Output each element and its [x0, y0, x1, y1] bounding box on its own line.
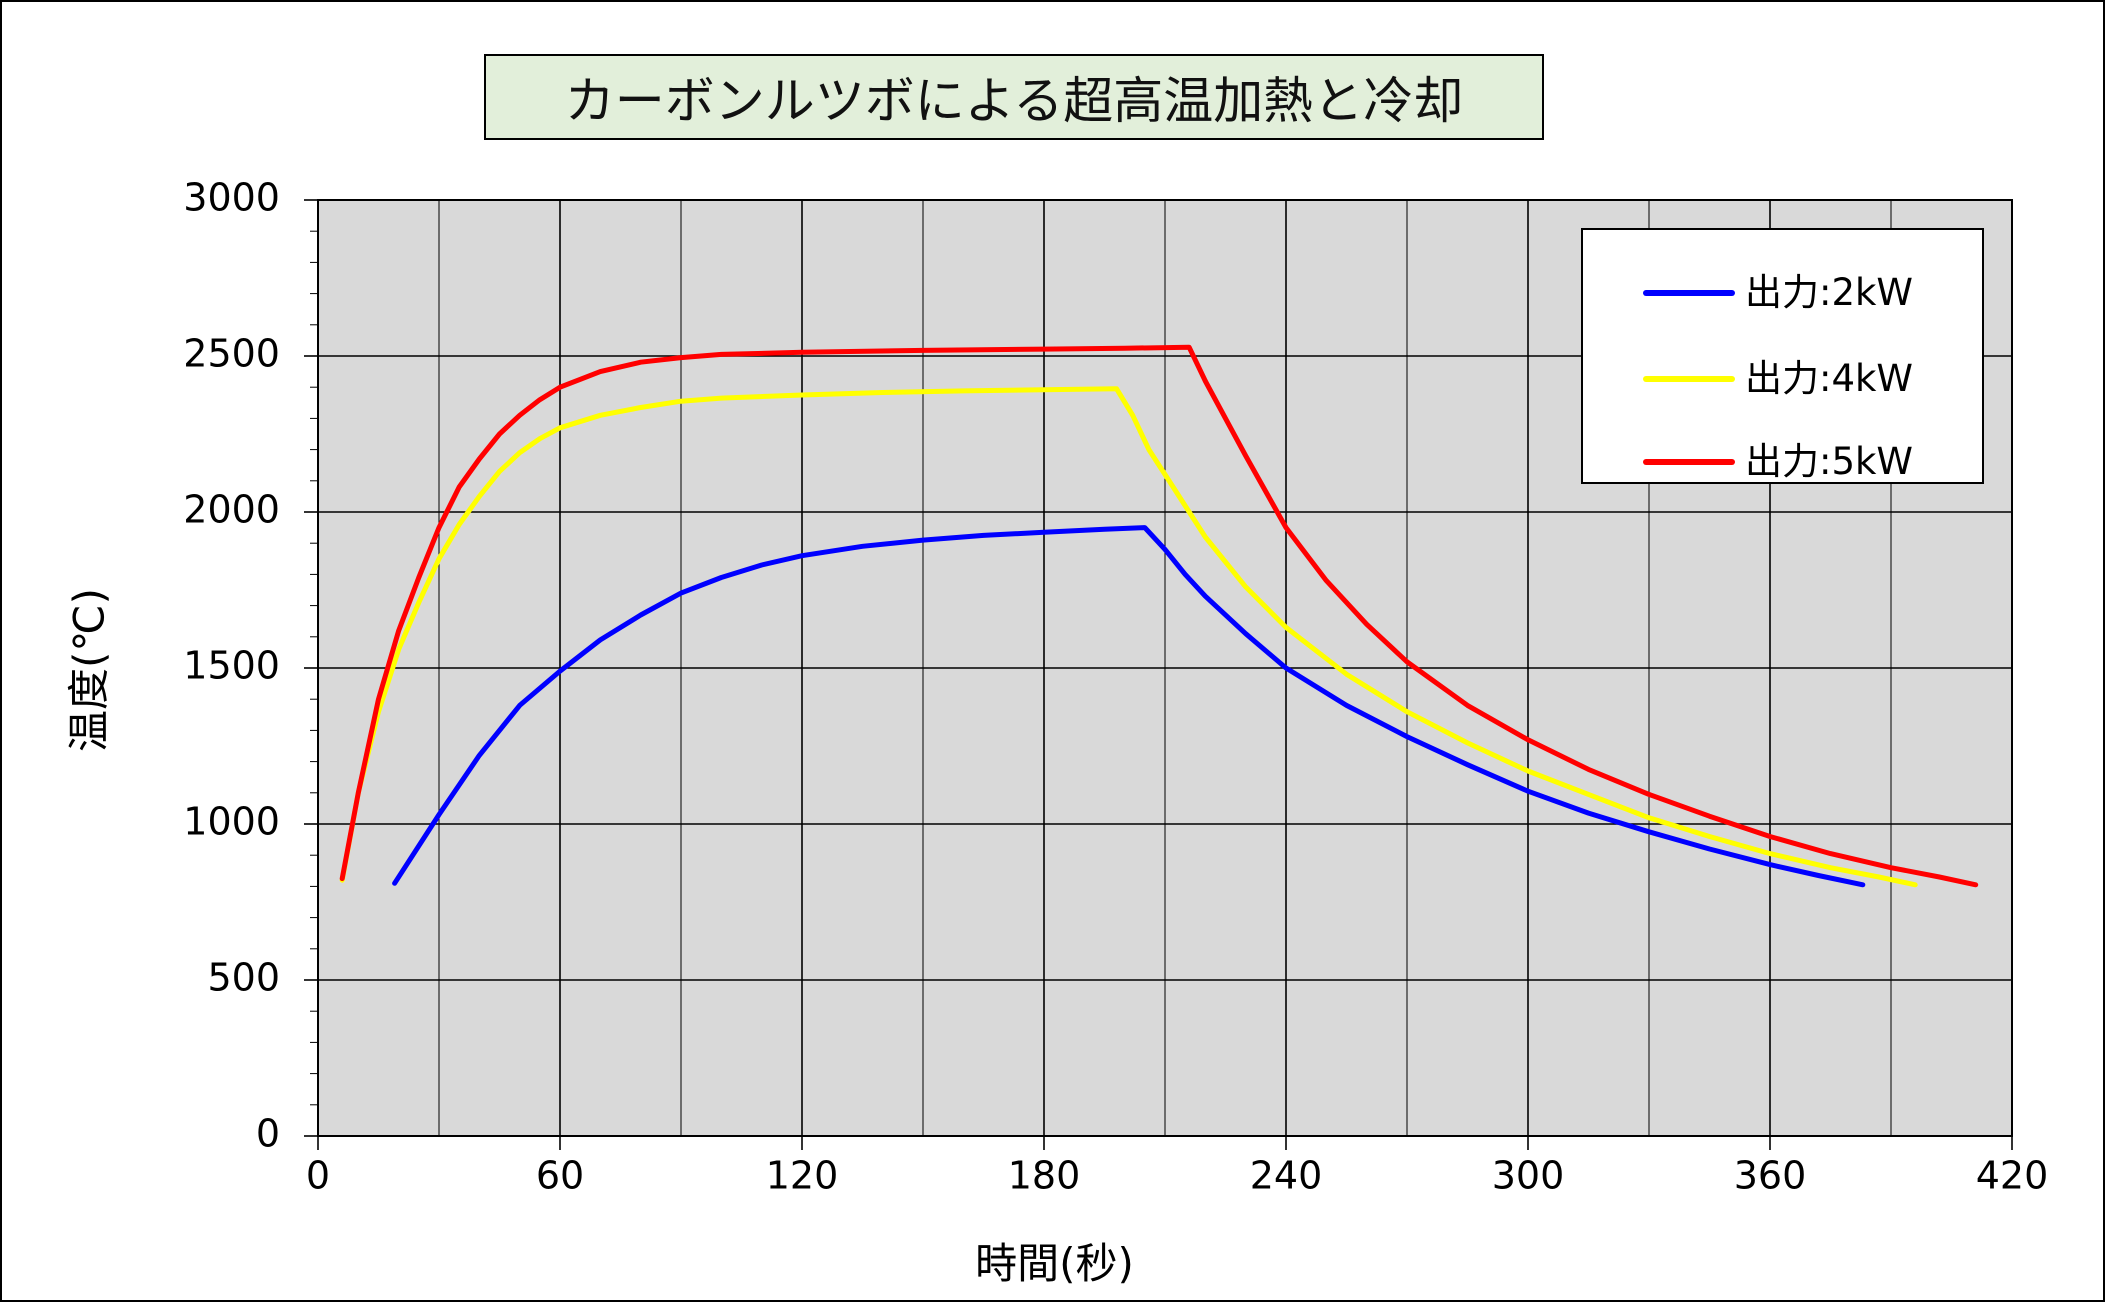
x-tick-label: 240 [1250, 1154, 1323, 1198]
y-minor-ticks [304, 199, 2013, 1150]
series-line-2 [339, 386, 1918, 888]
series-line-1 [392, 525, 1866, 888]
series-line-3 [339, 344, 1979, 888]
y-tick-label: 2000 [183, 488, 280, 532]
x-axis-title: 時間(秒) [975, 1239, 1134, 1288]
y-tick-label: 3000 [183, 176, 280, 220]
legend-label-4kw: 出力:4kW [1745, 357, 1914, 400]
y-axis-title: 温度(℃) [64, 588, 114, 752]
legend-swatch-4kw [1643, 376, 1735, 382]
y-tick-label: 500 [207, 956, 280, 1000]
chart-title: カーボンルツボによる超高温加熱と冷却 [564, 72, 1464, 130]
legend-item-5kw: 出力:5kW [1583, 442, 1982, 482]
y-tick-labels: 0 500 1000 1500 2000 2500 3000 [183, 176, 280, 1156]
chart-title-box: カーボンルツボによる超高温加熱と冷却 [484, 54, 1544, 140]
x-tick-label: 360 [1734, 1154, 1807, 1198]
y-tick-label: 0 [256, 1112, 280, 1156]
x-tick-label: 420 [1976, 1154, 2049, 1198]
legend-label-2kw: 出力:2kW [1745, 271, 1914, 314]
legend-item-2kw: 出力:2kW [1583, 273, 1982, 313]
legend-swatch-2kw [1643, 290, 1735, 296]
y-tick-label: 1000 [183, 800, 280, 844]
y-tick-label: 1500 [183, 644, 280, 688]
legend-swatch-5kw [1643, 459, 1735, 465]
x-tick-label: 120 [766, 1154, 839, 1198]
x-tick-label: 60 [536, 1154, 584, 1198]
plot-border [317, 199, 2013, 1137]
legend-item-4kw: 出力:4kW [1583, 359, 1982, 399]
y-tick-label: 2500 [183, 332, 280, 376]
legend-label-5kw: 出力:5kW [1745, 440, 1914, 483]
legend: 出力:2kW 出力:4kW 出力:5kW [1581, 228, 1984, 484]
x-tick-labels: 0 60 120 180 240 300 360 420 [306, 1154, 2048, 1198]
x-tick-label: 180 [1008, 1154, 1081, 1198]
x-tick-label: 300 [1492, 1154, 1565, 1198]
x-tick-label: 0 [306, 1154, 330, 1198]
series-lines [339, 344, 1979, 888]
